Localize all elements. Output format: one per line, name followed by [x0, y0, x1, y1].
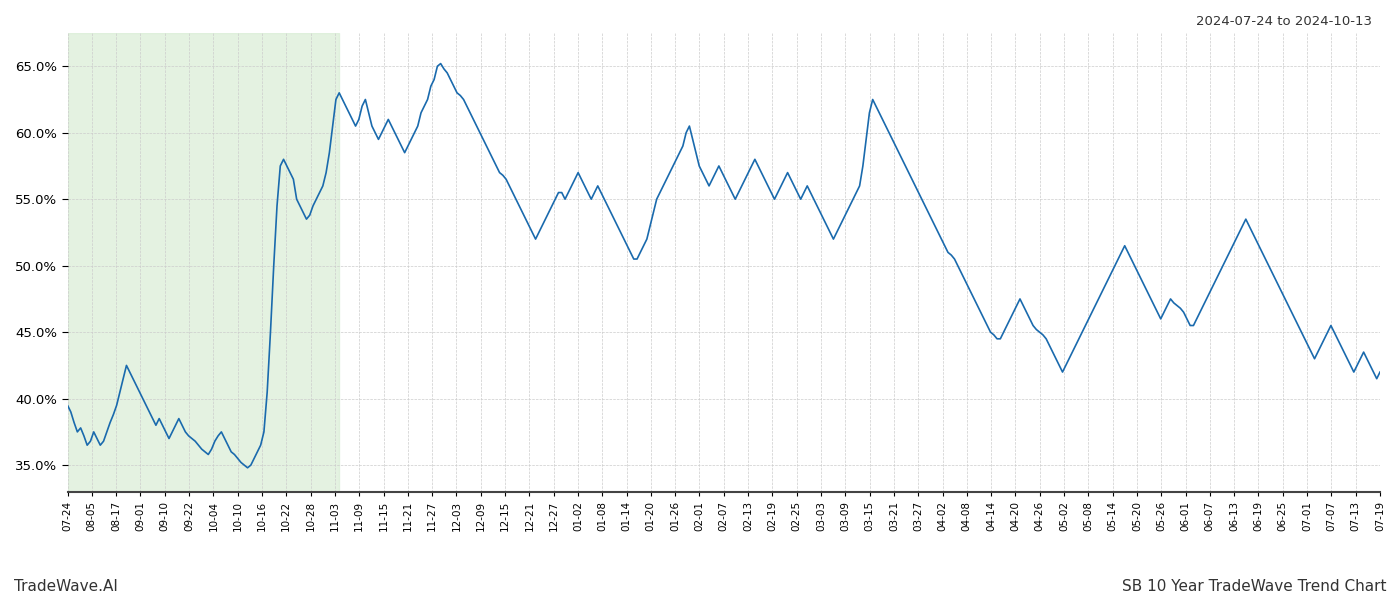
Text: TradeWave.AI: TradeWave.AI [14, 579, 118, 594]
Text: SB 10 Year TradeWave Trend Chart: SB 10 Year TradeWave Trend Chart [1121, 579, 1386, 594]
Text: 2024-07-24 to 2024-10-13: 2024-07-24 to 2024-10-13 [1196, 15, 1372, 28]
Bar [67, 33, 339, 492]
